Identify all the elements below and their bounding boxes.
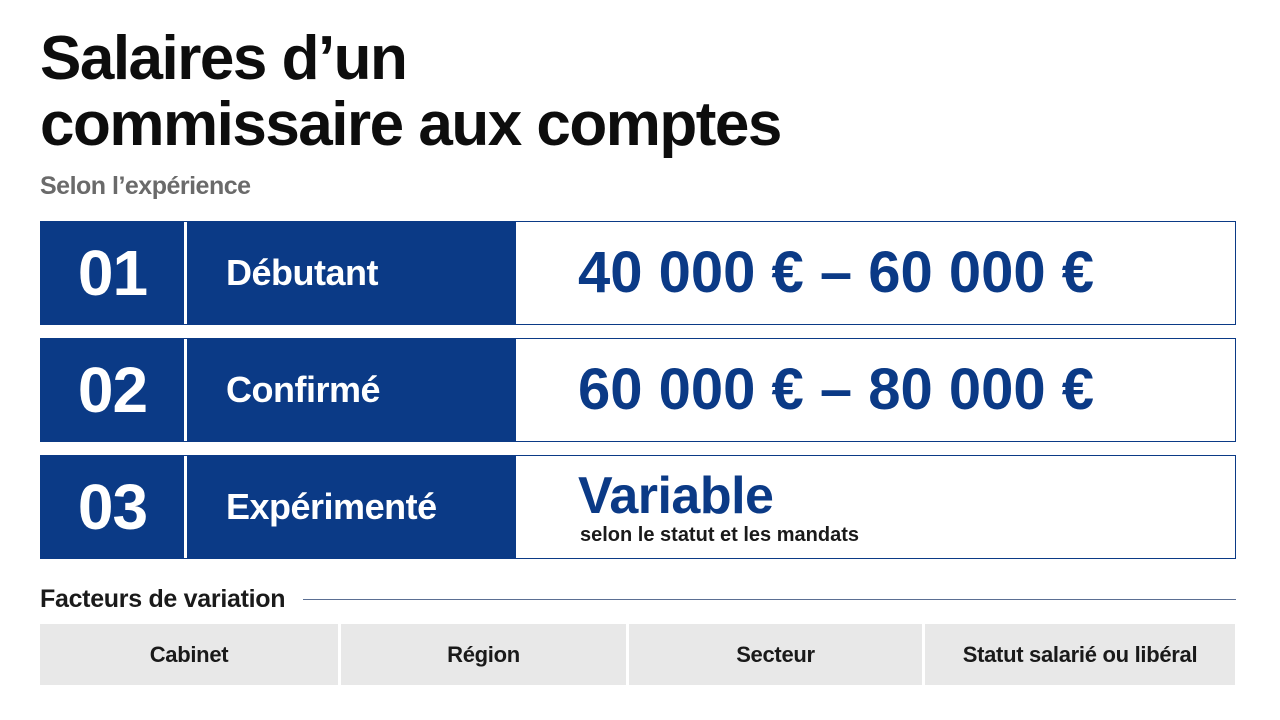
level-label: Débutant bbox=[187, 222, 516, 324]
salary-note: selon le statut et les mandats bbox=[580, 524, 859, 546]
page-subtitle: Selon l’expérience bbox=[40, 172, 251, 200]
level-label: Confirmé bbox=[187, 339, 516, 441]
level-number: 03 bbox=[41, 456, 187, 558]
level-label: Expérimenté bbox=[187, 456, 516, 558]
factors-list: Cabinet Région Secteur Statut salarié ou… bbox=[40, 624, 1235, 685]
level-row-experimente: 03 Expérimenté Variable selon le statut … bbox=[40, 455, 1236, 559]
factor-secteur: Secteur bbox=[629, 624, 922, 685]
title-line-2: commissaire aux comptes bbox=[40, 90, 782, 159]
title-line-1: Salaires d’un bbox=[40, 24, 408, 93]
salary-range-value: 40 000 € – 60 000 € bbox=[578, 240, 1095, 305]
divider bbox=[303, 598, 1236, 600]
salary-range: 60 000 € – 80 000 € bbox=[516, 339, 1235, 441]
factor-region: Région bbox=[341, 624, 626, 685]
level-row-confirme: 02 Confirmé 60 000 € – 80 000 € bbox=[40, 338, 1236, 442]
level-row-debutant: 01 Débutant 40 000 € – 60 000 € bbox=[40, 221, 1236, 325]
salary-range-value: 60 000 € – 80 000 € bbox=[578, 357, 1095, 422]
factor-statut: Statut salarié ou libéral bbox=[925, 624, 1235, 685]
page-title: Salaires d’un commissaire aux comptes bbox=[40, 26, 940, 158]
level-number: 02 bbox=[41, 339, 187, 441]
factors-heading: Facteurs de variation bbox=[40, 583, 1236, 615]
factor-cabinet: Cabinet bbox=[40, 624, 338, 685]
salary-range-value: Variable bbox=[578, 467, 774, 525]
salary-range: Variable selon le statut et les mandats bbox=[516, 456, 1235, 558]
salary-range: 40 000 € – 60 000 € bbox=[516, 222, 1235, 324]
level-number: 01 bbox=[41, 222, 187, 324]
factors-heading-label: Facteurs de variation bbox=[40, 584, 286, 613]
